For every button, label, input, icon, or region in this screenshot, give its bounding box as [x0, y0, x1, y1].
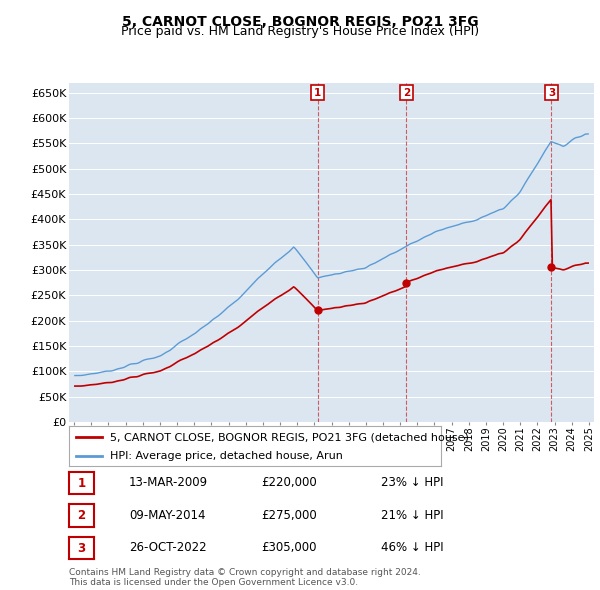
Text: 5, CARNOT CLOSE, BOGNOR REGIS, PO21 3FG (detached house): 5, CARNOT CLOSE, BOGNOR REGIS, PO21 3FG …: [110, 432, 469, 442]
Text: 23% ↓ HPI: 23% ↓ HPI: [381, 476, 443, 489]
Text: 1: 1: [314, 88, 321, 98]
Text: Price paid vs. HM Land Registry's House Price Index (HPI): Price paid vs. HM Land Registry's House …: [121, 25, 479, 38]
Text: £220,000: £220,000: [261, 476, 317, 489]
Text: HPI: Average price, detached house, Arun: HPI: Average price, detached house, Arun: [110, 451, 343, 461]
Text: 13-MAR-2009: 13-MAR-2009: [129, 476, 208, 489]
Text: £275,000: £275,000: [261, 509, 317, 522]
Text: 26-OCT-2022: 26-OCT-2022: [129, 541, 206, 554]
Text: 2: 2: [403, 88, 410, 98]
Text: 46% ↓ HPI: 46% ↓ HPI: [381, 541, 443, 554]
Text: £305,000: £305,000: [261, 541, 317, 554]
Text: 3: 3: [77, 542, 86, 555]
Text: 3: 3: [548, 88, 555, 98]
Text: 21% ↓ HPI: 21% ↓ HPI: [381, 509, 443, 522]
Text: 2: 2: [77, 509, 86, 522]
Text: 09-MAY-2014: 09-MAY-2014: [129, 509, 205, 522]
Text: 1: 1: [77, 477, 86, 490]
Text: Contains HM Land Registry data © Crown copyright and database right 2024.
This d: Contains HM Land Registry data © Crown c…: [69, 568, 421, 587]
Text: 5, CARNOT CLOSE, BOGNOR REGIS, PO21 3FG: 5, CARNOT CLOSE, BOGNOR REGIS, PO21 3FG: [122, 15, 478, 29]
